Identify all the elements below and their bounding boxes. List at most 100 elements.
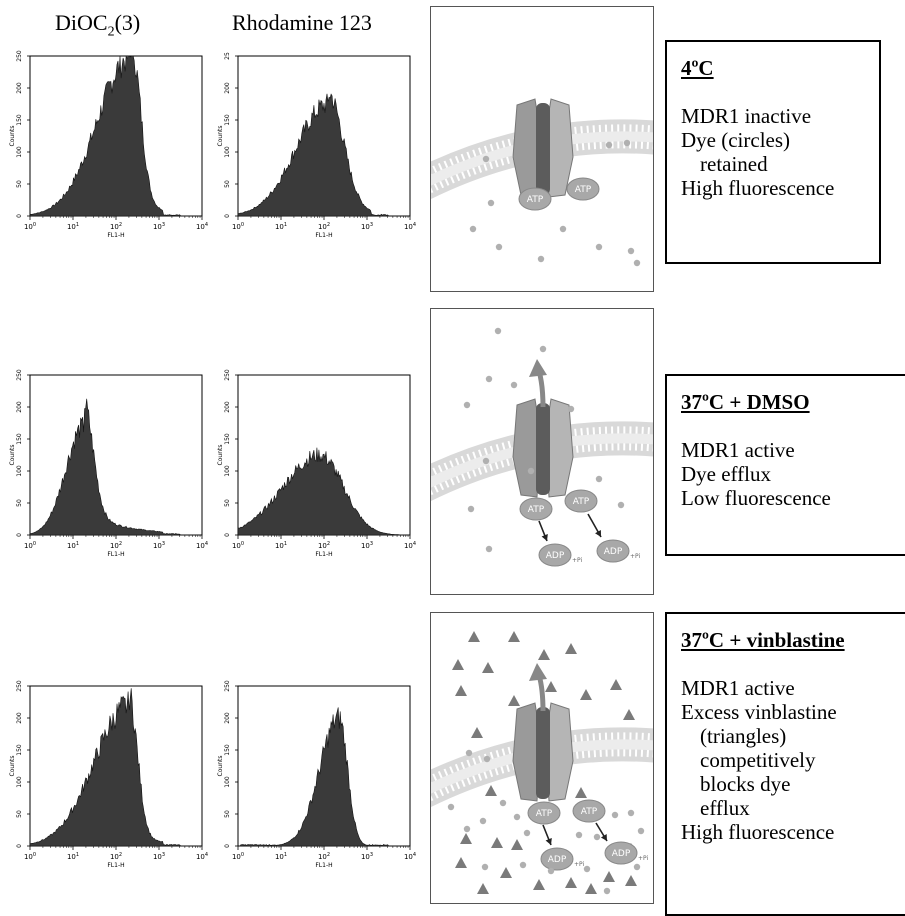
atp-molecule: ATP <box>519 497 553 521</box>
dye-molecule <box>559 225 567 233</box>
histogram-distribution <box>29 55 202 217</box>
x-tick-label: 102 <box>318 852 330 861</box>
condition-line: Dye efflux <box>681 462 771 486</box>
vinblastine-molecule <box>455 857 467 868</box>
adp-molecule: ADP <box>596 539 630 563</box>
dye-molecule <box>575 831 583 839</box>
y-tick-label: 250 <box>16 680 23 692</box>
phosphate-label: +Pi <box>630 553 641 560</box>
vinblastine-molecule <box>575 787 587 798</box>
mdr1-transporter <box>512 702 574 802</box>
y-tick-label: 200 <box>224 401 231 413</box>
x-tick-label: 100 <box>24 852 36 861</box>
histogram-distribution <box>237 447 411 536</box>
phosphate-label: +Pi <box>574 861 585 868</box>
x-tick-label: 103 <box>361 222 373 231</box>
x-tick-label: 101 <box>275 222 287 231</box>
x-axis-title: FL1-H <box>107 551 124 558</box>
x-tick-label: 104 <box>404 541 416 550</box>
x-tick-label: 103 <box>361 852 373 861</box>
y-tick-label: 150 <box>16 114 23 126</box>
dye-molecule <box>603 887 611 895</box>
vinblastine-molecule <box>623 709 635 720</box>
dye-molecule <box>547 867 555 875</box>
histogram-rhodamine-vinblastine: 250 200 150 100 50 0 Counts 100 101 102 103 104 FL1-… <box>217 676 416 886</box>
x-tick-label: 104 <box>196 541 208 550</box>
condition-title: 4ºC <box>681 56 714 80</box>
condition-line: blocks dye <box>700 772 791 796</box>
adp-molecule: ADP <box>538 543 572 567</box>
x-axis-title: FL1-H <box>315 862 332 869</box>
y-tick-label: 250 <box>16 369 23 381</box>
dye-molecule <box>483 755 491 763</box>
histogram-dioc2-vinblastine: 250 200 150 100 50 0 Counts 100 101 102 103 104 FL1-… <box>9 676 208 886</box>
y-tick-label: 150 <box>16 744 23 756</box>
mdr1-transporter <box>512 398 574 498</box>
svg-text:ATP: ATP <box>581 807 598 817</box>
vinblastine-molecule <box>565 643 577 654</box>
x-tick-label: 101 <box>67 852 79 861</box>
svg-text:ADP: ADP <box>546 551 565 561</box>
x-tick-label: 103 <box>153 541 165 550</box>
dye-molecule <box>479 817 487 825</box>
y-tick-label: 100 <box>16 146 23 158</box>
y-tick-label: 200 <box>16 712 23 724</box>
y-tick-label: 50 <box>224 499 231 507</box>
dye-molecule <box>611 811 619 819</box>
y-tick-label: 50 <box>16 499 23 507</box>
dye-molecule <box>527 467 535 475</box>
x-tick-label: 102 <box>318 222 330 231</box>
illustration-4c: ATP ATP <box>430 6 654 292</box>
y-tick-label: 100 <box>16 776 23 788</box>
dye-molecule <box>465 749 473 757</box>
vinblastine-molecule <box>625 875 637 886</box>
dye-molecule <box>633 259 641 267</box>
svg-text:ADP: ADP <box>548 855 567 865</box>
dye-molecule <box>633 863 641 871</box>
x-tick-label: 102 <box>110 222 122 231</box>
y-tick-label: 200 <box>16 401 23 413</box>
y-tick-label: 200 <box>16 82 23 94</box>
illustration-svg: ATP ATP ADP +Pi ADP +Pi <box>431 631 653 895</box>
dye-molecule <box>495 243 503 251</box>
x-tick-label: 100 <box>24 541 36 550</box>
condition-line: Excess vinblastine <box>681 700 837 724</box>
vinblastine-molecule <box>468 631 480 642</box>
efflux-arrow-icon <box>536 674 546 712</box>
condition-box-4c: 4ºC MDR1 inactive Dye (circles) retained Hi… <box>665 40 881 264</box>
y-axis-title: Counts <box>217 445 224 466</box>
header-rhodamine: Rhodamine 123 <box>232 10 372 35</box>
adp-molecule: ADP <box>604 841 638 865</box>
y-tick-label: 25 <box>224 52 231 60</box>
y-tick-label: 250 <box>224 369 231 381</box>
x-axis-title: FL1-H <box>315 551 332 558</box>
dye-molecule <box>513 813 521 821</box>
dye-molecule <box>481 863 489 871</box>
histogram-dioc2-dmso: 250 200 150 100 50 0 Counts 100 101 102 103 104 FL1-… <box>9 365 208 575</box>
x-tick-label: 104 <box>196 852 208 861</box>
condition-line: (triangles) <box>700 724 787 748</box>
condition-line: High fluorescence <box>681 176 835 200</box>
vinblastine-molecule <box>482 662 494 673</box>
dye-molecule <box>627 247 635 255</box>
x-tick-label: 100 <box>232 541 244 550</box>
atp-molecule: ATP <box>572 799 606 823</box>
vinblastine-molecule <box>511 839 523 850</box>
dye-molecule <box>485 375 493 383</box>
vinblastine-molecule <box>477 883 489 894</box>
histogram-distribution <box>238 707 410 847</box>
dye-molecule <box>537 255 545 263</box>
dye-molecule <box>523 829 531 837</box>
y-tick-label: 100 <box>224 465 231 477</box>
vinblastine-molecule <box>452 659 464 670</box>
y-axis-title: Counts <box>217 126 224 147</box>
x-tick-label: 104 <box>404 852 416 861</box>
header-dioc2-tail: (3) <box>114 10 141 35</box>
condition-line: efflux <box>700 796 750 820</box>
condition-lines: MDR1 inactive Dye (circles) retained High f… <box>667 104 879 200</box>
histogram-dioc2-4c: 250 200 150 100 50 0 Counts 100 101 102 103 104 FL1-… <box>9 46 208 256</box>
y-tick-label: 0 <box>224 844 231 848</box>
